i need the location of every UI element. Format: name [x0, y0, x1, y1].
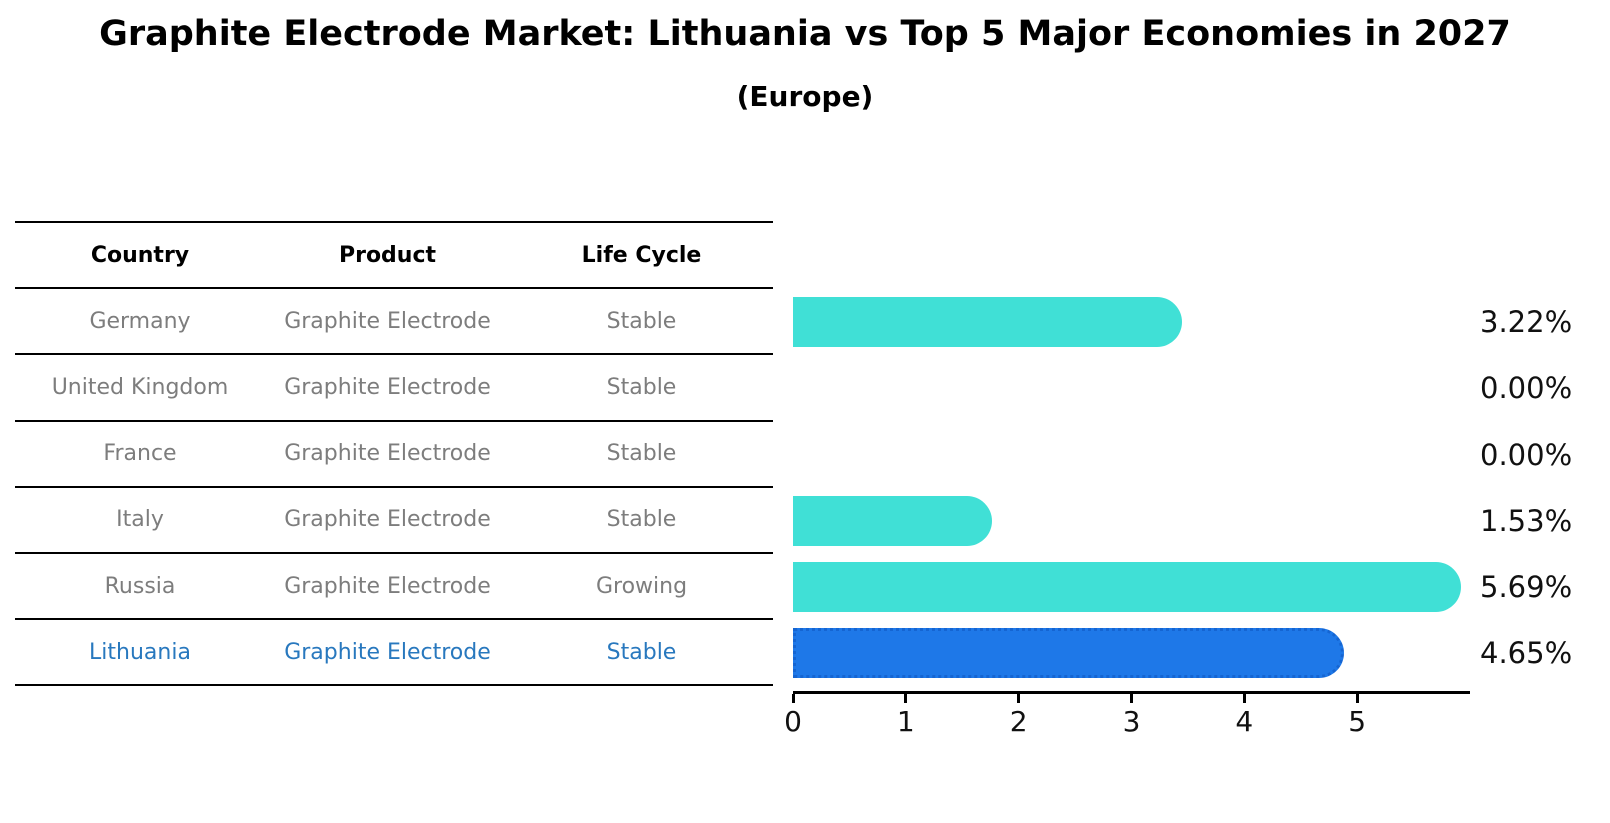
table-cell-life-cycle: Stable [606, 374, 677, 400]
table-cell-country: France [103, 441, 177, 467]
bar-value-label: 0.00% [1480, 371, 1573, 406]
bar-value-label: 1.53% [1480, 503, 1573, 538]
table-header-row: Country Product Life Cycle [15, 223, 773, 290]
table-cell-product: Graphite Electrode [284, 573, 491, 599]
table-cell-country: Lithuania [89, 639, 191, 665]
table-row: United Kingdom Graphite Electrode Stable [15, 355, 773, 422]
page-subtitle: (Europe) [736, 80, 874, 113]
bar-russia [793, 562, 1462, 612]
bar-italy [793, 495, 992, 546]
table-cell-country: Italy [116, 507, 164, 533]
table-row: Lithuania Graphite Electrode Stable [15, 620, 773, 687]
x-axis-tick-label: 5 [1348, 705, 1367, 738]
page-title: Graphite Electrode Market: Lithuania vs … [99, 14, 1511, 54]
bar-value-label: 5.69% [1480, 570, 1573, 604]
table-row: France Graphite Electrode Stable [15, 422, 773, 488]
bar-value-label: 3.22% [1480, 305, 1573, 340]
x-axis-tick-label: 2 [1009, 705, 1028, 738]
table-cell-country: Russia [104, 573, 176, 599]
x-axis-tick [791, 694, 795, 703]
table-header-life-cycle: Life Cycle [581, 242, 702, 268]
bar-lithuania [793, 628, 1344, 679]
x-axis-tick [904, 694, 908, 703]
table-cell-country: Germany [89, 308, 191, 334]
table-row: Russia Graphite Electrode Growing [15, 554, 773, 621]
table-cell-life-cycle: Stable [606, 507, 677, 533]
table-header-country: Country [90, 242, 190, 268]
bar-germany [793, 297, 1183, 348]
x-axis-tick-label: 4 [1235, 705, 1254, 738]
comparison-table: Country Product Life Cycle Germany Graphi… [15, 221, 773, 687]
x-axis-tick [1130, 694, 1133, 703]
x-axis-tick-label: 0 [784, 705, 802, 738]
table-cell-life-cycle: Stable [606, 639, 677, 665]
table-cell-product: Graphite Electrode [284, 441, 491, 467]
x-axis-tick-label: 1 [896, 705, 915, 738]
table-cell-life-cycle: Growing [595, 573, 688, 599]
table-cell-product: Graphite Electrode [284, 374, 491, 400]
table-row: Italy Graphite Electrode Stable [15, 488, 773, 554]
table-header-product: Product [338, 242, 437, 268]
table-cell-life-cycle: Stable [606, 308, 677, 334]
bar-value-label: 4.65% [1480, 636, 1573, 671]
x-axis-line [793, 691, 1470, 694]
table-cell-product: Graphite Electrode [284, 308, 491, 334]
table-cell-product: Graphite Electrode [284, 507, 491, 533]
x-axis-tick [1017, 694, 1021, 703]
x-axis-tick-label: 3 [1122, 705, 1141, 738]
table-row: Germany Graphite Electrode Stable [15, 289, 773, 356]
bar-value-label: 0.00% [1480, 437, 1573, 472]
table-cell-product: Graphite Electrode [284, 639, 491, 665]
table-cell-country: United Kingdom [51, 374, 229, 400]
table-body: Germany Graphite Electrode Stable United Ki… [15, 289, 773, 687]
x-axis-tick [1355, 694, 1359, 703]
table-cell-life-cycle: Stable [606, 441, 677, 467]
x-axis-tick [1242, 694, 1246, 703]
